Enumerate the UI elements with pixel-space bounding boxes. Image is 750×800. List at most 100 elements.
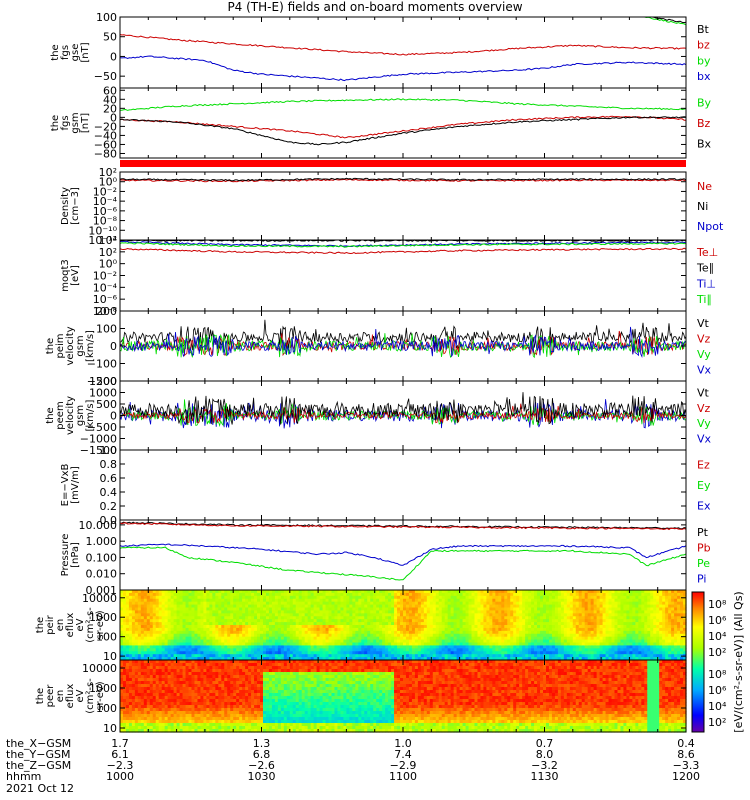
spectrogram-cell — [408, 592, 413, 597]
spectrogram-cell — [236, 610, 240, 614]
spectrogram-cell — [397, 648, 401, 652]
spectrogram-cell — [334, 619, 339, 623]
spectrogram-cell — [301, 613, 306, 617]
spectrogram-cell — [242, 604, 246, 609]
spectrogram-cell — [292, 625, 297, 629]
spectrogram-cell — [167, 651, 172, 655]
spectrogram-cell — [420, 601, 425, 606]
spectrogram-cell — [149, 610, 154, 614]
spectrogram-cell — [218, 595, 222, 600]
spectrogram-cell — [280, 616, 285, 620]
spectrogram-cell — [426, 601, 431, 606]
spectrogram-cell — [325, 616, 330, 620]
spectrogram-cell — [265, 651, 270, 655]
spectrogram-cell — [251, 633, 255, 638]
spectrogram-cell — [414, 613, 419, 617]
spectrogram-cell — [370, 648, 374, 652]
spectrogram-cell — [373, 627, 377, 632]
spectrogram-cell — [158, 613, 163, 617]
spectrogram-cell — [188, 639, 193, 644]
spectrogram-cell — [274, 592, 279, 597]
spectrogram-cell — [137, 616, 142, 620]
spectrogram-cell — [420, 616, 425, 620]
spectrogram-cell — [191, 642, 196, 647]
spectrogram-cell — [188, 645, 193, 649]
spectrogram-cell — [128, 639, 133, 644]
series-Ti∥ — [119, 242, 687, 248]
spectrogram-cell — [367, 595, 371, 600]
spectrogram-cell — [397, 622, 401, 626]
spectrogram-cell — [188, 616, 193, 620]
spectrogram-cell — [403, 610, 407, 614]
spectrogram-cell — [379, 657, 383, 661]
spectrogram-cell — [388, 627, 392, 632]
spectrogram-cell — [236, 613, 240, 617]
spectrogram-cell — [385, 616, 389, 620]
spectrogram-cell — [152, 639, 157, 644]
spectrogram-cell — [417, 598, 422, 603]
spectrogram-cell — [310, 645, 315, 649]
spectrogram-cell — [411, 622, 416, 626]
y-tick-label: 40 — [103, 93, 117, 106]
spectrogram-cell — [361, 595, 365, 600]
spectrogram-cell — [143, 590, 148, 594]
spectrogram-cell — [313, 627, 318, 632]
spectrogram-cell — [376, 630, 380, 635]
spectrogram-cell — [289, 627, 294, 632]
spectrogram-cell — [185, 636, 190, 641]
spectrogram-cell — [403, 636, 407, 641]
spectrogram-cell — [337, 651, 342, 655]
spectrogram-cell — [212, 657, 216, 661]
spectrogram-cell — [343, 622, 347, 626]
spectrogram-cell — [137, 651, 142, 655]
spectrogram-cell — [292, 619, 297, 623]
spectrogram-cell — [364, 633, 368, 638]
spectrogram-cell — [203, 607, 207, 612]
spectrogram-cell — [262, 598, 267, 603]
spectrogram-cell — [298, 651, 303, 655]
spectrogram-cell — [134, 607, 139, 612]
spectrogram-cell — [206, 607, 210, 612]
spectrogram-cell — [167, 590, 172, 594]
spectrogram-cell — [346, 627, 350, 632]
spectrogram-cell — [227, 595, 231, 600]
spectrogram-cell — [120, 619, 124, 623]
spectrogram-cell — [319, 619, 324, 623]
spectrogram-cell — [194, 622, 199, 626]
spectrogram-cell — [212, 604, 216, 609]
spectrogram-cell — [230, 627, 234, 632]
spectrogram-cell — [400, 645, 404, 649]
spectrogram-cell — [334, 654, 339, 658]
spectrogram-cell — [355, 639, 359, 644]
spectrogram-cell — [218, 598, 222, 603]
y-axis-label-line: the — [50, 44, 61, 60]
spectrogram-cell — [331, 607, 336, 612]
spectrogram-cell — [158, 642, 163, 647]
spectrogram-cell — [176, 625, 181, 629]
spectrogram-cell — [292, 630, 297, 635]
spectrogram-cell — [125, 642, 130, 647]
spectrogram-cell — [125, 625, 130, 629]
spectrogram-cell — [367, 590, 371, 594]
spectrogram-cell — [191, 607, 196, 612]
spectrogram-cell — [164, 616, 169, 620]
spectrogram-cell — [227, 657, 231, 661]
spectrogram-cell — [391, 627, 395, 632]
spectrogram-cell — [310, 590, 315, 594]
spectrogram-cell — [206, 645, 210, 649]
spectrogram-cell — [242, 636, 246, 641]
spectrogram-cell — [185, 633, 190, 638]
spectrogram-cell — [218, 645, 222, 649]
spectrogram-cell — [301, 633, 306, 638]
spectrogram-cell — [325, 622, 330, 626]
spectrogram-cell — [131, 630, 136, 635]
spectrogram-cell — [414, 651, 419, 655]
spectrogram-cell — [400, 598, 404, 603]
spectrogram-cell — [331, 651, 336, 655]
spectrogram-cell — [361, 592, 365, 597]
spectrogram-cell — [140, 654, 145, 658]
spectrogram-cell — [346, 654, 350, 658]
spectrogram-cell — [257, 627, 261, 632]
spectrogram-cell — [337, 657, 342, 661]
y-tick-label: 10⁴ — [99, 234, 118, 247]
